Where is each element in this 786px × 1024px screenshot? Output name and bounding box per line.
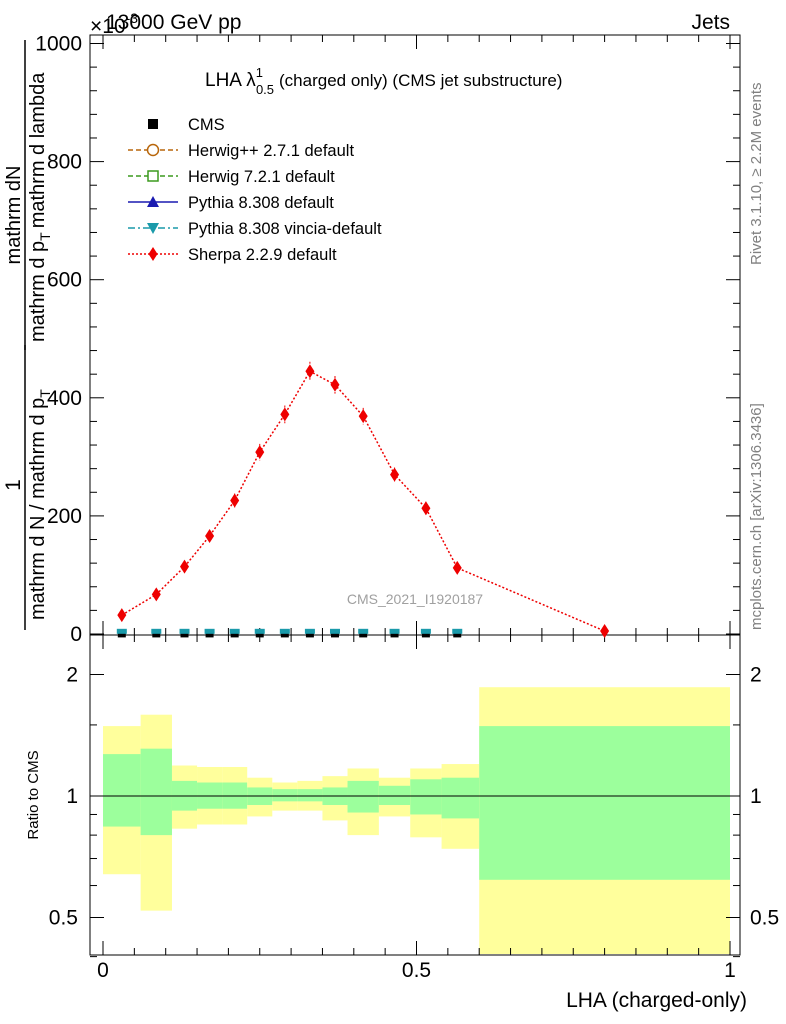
sherpa-data-point [117,608,127,623]
sherpa-data-point [390,467,400,482]
main-y-tick-label: 600 [47,269,82,292]
mc-overlap-point [358,628,369,634]
sherpa-data-point [358,409,368,424]
analysis-watermark: CMS_2021_I1920187 [347,591,483,607]
ratio-x-tick-label: 1 [724,959,736,982]
mc-overlap-point [452,628,463,634]
ratio-stat-band-10 [378,785,411,805]
legend-entry-label: Herwig 7.2.1 default [188,168,335,186]
legend-entry-label: Sherpa 2.2.9 default [188,246,337,264]
sherpa-data-point [421,501,431,516]
plot-title-main: LHA λ [205,70,256,91]
main-y-tick-label: 1000 [35,33,82,56]
main-y-tick-label: 400 [47,387,82,410]
legend-marker-triangle-up [147,196,159,207]
energy-label: 13000 GeV pp [106,11,241,34]
ratio-y-tick-label: 1 [66,785,78,808]
legend-marker-open-square [147,170,159,182]
y-axis-multiplier-exponent: -3 [126,10,139,26]
ratio-y-tick-label-right: 1 [750,785,762,808]
legend-entry-label: CMS [188,116,225,134]
ratio-stat-band-7 [297,789,323,802]
mc-overlap-point [329,628,340,634]
mc-overlap-point [179,628,190,634]
ratio-y-axis-label: Ratio to CMS [25,750,42,839]
sherpa-data-point [180,559,190,574]
main-y-tick-label: 200 [47,505,82,528]
main-y-tick-label: 0 [70,623,82,646]
plot-title-sub: 0.5 [256,82,274,97]
ratio-stat-band-0 [103,754,141,827]
sherpa-data-point [452,560,462,575]
ratio-plot-frame [89,634,741,956]
legend-marker-diamond [148,247,158,261]
ratio-y-tick-label: 0.5 [49,907,78,930]
sherpa-data-point [151,587,161,602]
sherpa-data-point [600,624,610,639]
legend-entry-label: Herwig++ 2.7.1 default [188,142,354,160]
mc-overlap-point [254,628,265,634]
y-label-denominator-sub: T [37,232,53,241]
mc-overlap-point [304,628,315,634]
mc-overlap-point [116,628,127,634]
ratio-stat-band-9 [347,780,379,813]
y-label-denominator: mathrm d pTmathrm d lambda [27,72,53,342]
ratio-stat-band-13 [479,726,730,880]
sherpa-data-point [230,493,240,508]
legend-marker-square [148,119,158,129]
legend-marker-triangle-down [147,223,159,234]
rivet-label: Rivet 3.1.10, ≥ 2.2M events [748,83,765,266]
y-label-prefactor-numerator: 1 [2,479,25,491]
ratio-x-tick-label: 0.5 [402,959,431,982]
y-axis-multiplier: ×10-3 [90,10,138,38]
y-label-denominator-main: mathrm d p [27,241,49,342]
legend-entry-label: Pythia 8.308 default [188,194,334,212]
ratio-stat-band-1 [140,748,172,836]
legend: CMS Herwig++ 2.7.1 default Herwig 7.2.1 de… [128,116,382,264]
y-label-prefactor-denominator-sub: T [37,389,53,398]
category-label: Jets [691,11,730,34]
data-series [116,361,610,639]
sherpa-data-point [305,364,315,379]
ratio-x-tick-label: 0 [97,959,109,982]
ratio-stat-band-11 [410,779,442,815]
ratio-y-tick-label: 2 [66,663,78,686]
legend-marker-circle [146,143,160,157]
main-y-tick-label: 800 [47,151,82,174]
ratio-y-tick-label-right: 2 [750,663,762,686]
y-label-prefactor-denominator-main: mathrm d N / mathrm d p [27,398,49,620]
mc-overlap-point [204,628,215,634]
main-y-axis-label: 1 mathrm d N / mathrm d pT mathrm dN mat… [2,40,53,630]
y-label-prefactor-denominator: mathrm d N / mathrm d pT [27,389,53,620]
ratio-stat-band-12 [441,777,480,819]
plot-title: LHA λ1 0.5 (charged only) (CMS jet substru… [205,65,562,97]
source-label: mcplots.cern.ch [arXiv:1306.3436] [748,403,765,630]
x-axis-label: LHA (charged-only) [566,989,747,1012]
ratio-y-tick-label-right: 0.5 [750,907,779,930]
mc-overlap-point [420,628,431,634]
mc-overlap-point [229,628,240,634]
plot-title-rest: (charged only) (CMS jet substructure) [279,71,562,90]
y-label-denominator-rest: mathrm d lambda [27,72,49,228]
axes: 0 200 400 600 800 1000 0 0.5 1 0.5 0.5 1 1 2 2 [35,33,779,983]
sherpa-data-point [205,528,215,543]
y-label-numerator: mathrm dN [3,166,25,265]
sherpa-data-point [280,407,290,422]
legend-entry-label: Pythia 8.308 vincia-default [188,220,382,238]
plot-title-sup: 1 [256,65,263,80]
sherpa-data-point [255,445,265,460]
ratio-stat-band-6 [272,789,298,802]
mc-overlap-point [389,628,400,634]
ratio-error-bands [103,687,730,954]
y-axis-multiplier-base: ×10 [90,15,126,38]
mc-overlap-point [279,628,290,634]
sherpa-data-point [330,377,340,392]
mc-overlap-point [151,628,162,634]
